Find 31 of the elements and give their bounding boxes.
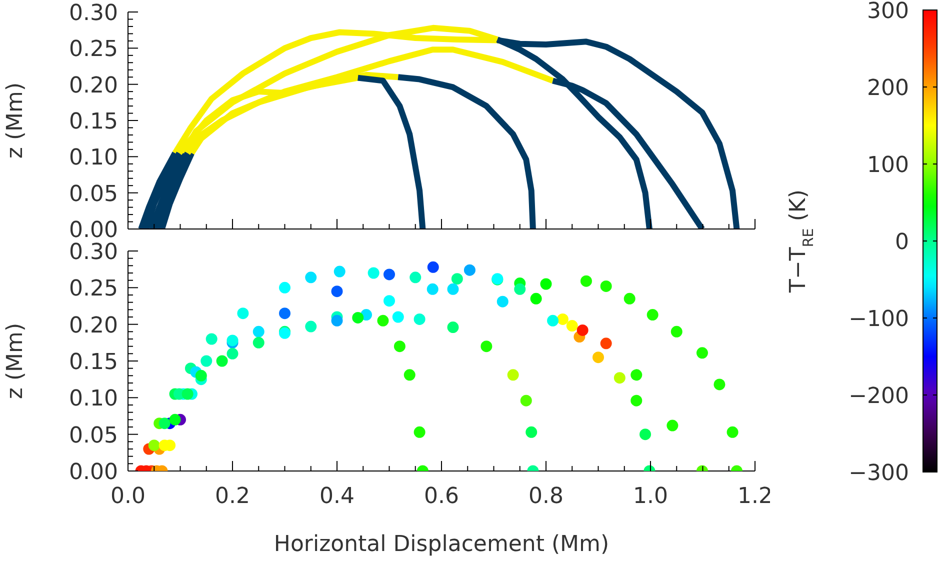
color-bar-label: −200 (848, 384, 909, 409)
color-bar-label: 200 (867, 76, 909, 101)
y-tick-label: 0.00 (69, 218, 118, 243)
y-tick-label: 0.10 (69, 146, 118, 171)
color-bar-label: 100 (867, 153, 909, 178)
color-bar-label: −100 (848, 307, 909, 332)
y-tick-label: 0.20 (69, 313, 118, 338)
y-tick-label: 0.25 (69, 276, 118, 302)
color-bar-label: 0 (895, 230, 909, 255)
y-tick-label: 0.15 (69, 350, 118, 375)
y-axis-title: z (Mm) (2, 82, 28, 159)
x-tick-label: 1.2 (738, 484, 772, 509)
color-bar-label: 300 (867, 0, 909, 24)
x-tick-label: 1.0 (633, 484, 668, 509)
y-tick-label: 0.05 (69, 182, 118, 207)
y-tick-label: 0.30 (69, 240, 118, 265)
y-tick-label: 0.10 (69, 386, 118, 412)
x-tick-label: 0.2 (215, 484, 250, 509)
y-tick-label: 0.15 (69, 110, 118, 134)
x-axis-title: Horizontal Displacement (Mm) (274, 532, 610, 557)
y-tick-label: 0.05 (69, 423, 118, 448)
x-tick-label: 0.4 (320, 484, 354, 509)
y-axis-title: z (Mm) (2, 322, 28, 400)
y-tick-label: 0.30 (69, 1, 118, 26)
color-bar-label: −300 (848, 461, 909, 486)
y-tick-label: 0.00 (69, 460, 118, 485)
x-tick-label: 0.0 (110, 484, 146, 509)
x-tick-label: 0.8 (528, 484, 564, 509)
x-tick-label: 0.6 (424, 484, 459, 509)
y-tick-label: 0.20 (69, 73, 118, 98)
y-tick-label: 0.25 (69, 37, 118, 62)
